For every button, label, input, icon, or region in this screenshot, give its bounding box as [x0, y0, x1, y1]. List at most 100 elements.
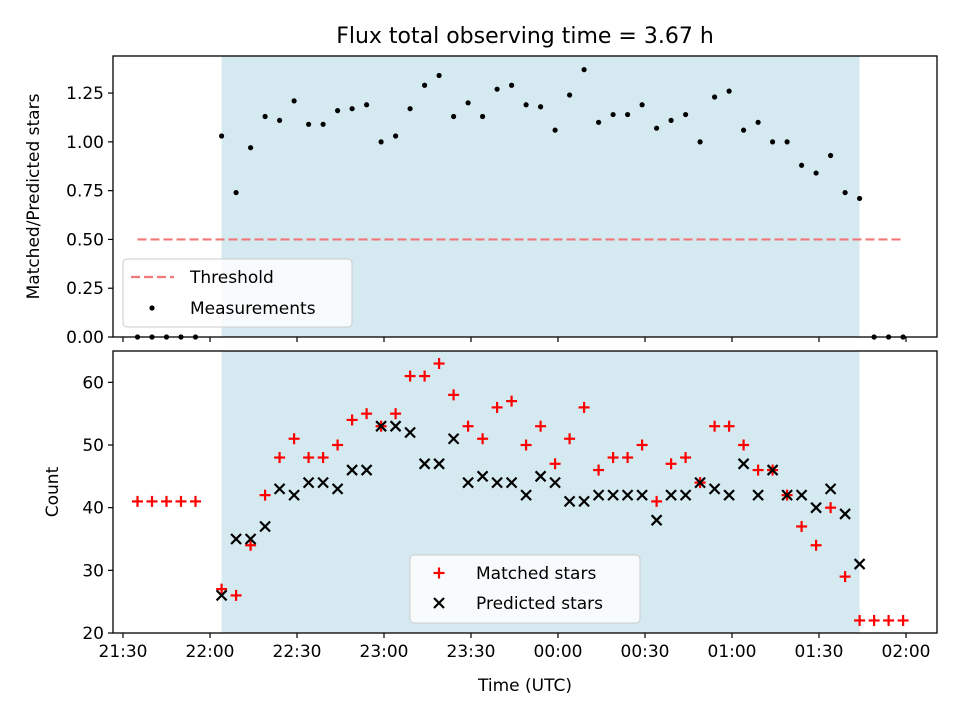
- legend-matched-label: Matched stars: [476, 564, 596, 584]
- predicted-point: [360, 464, 373, 476]
- matched-point: [868, 614, 880, 626]
- predicted-point: [665, 489, 677, 501]
- predicted-point: [404, 426, 416, 439]
- x-tick-label: 01:00: [708, 642, 757, 662]
- matched-point: [607, 452, 619, 464]
- measurement-point: [465, 100, 471, 106]
- predicted-point: [737, 458, 750, 470]
- measurement-point: [306, 121, 312, 127]
- measurement-point: [625, 111, 631, 118]
- measurement-point: [610, 111, 616, 118]
- x-tick-label: 23:30: [447, 642, 496, 662]
- measurement-point: [697, 139, 703, 145]
- predicted-point: [346, 464, 358, 476]
- predicted-point: [636, 489, 648, 501]
- cross-stroke-b: [491, 476, 503, 489]
- cross-stroke-b: [766, 464, 779, 476]
- cross-stroke-b: [621, 489, 634, 501]
- measurement-point: [291, 98, 297, 104]
- predicted-point: [259, 520, 271, 533]
- predicted-point: [418, 458, 431, 470]
- y-tick-label: 40: [82, 499, 104, 519]
- measurement-point: [320, 121, 326, 127]
- y-tick-label: 0.00: [66, 328, 104, 348]
- x-tick-label: 00:00: [534, 642, 583, 662]
- y-axis-label: Matched/Predicted stars: [24, 93, 44, 299]
- cross-stroke-b: [810, 501, 822, 514]
- predicted-point: [375, 420, 387, 432]
- predicted-point: [273, 483, 286, 495]
- y-tick-label: 1.25: [66, 84, 104, 104]
- matched-point: [738, 439, 750, 451]
- predicted-point: [810, 501, 822, 514]
- matched-point: [245, 539, 257, 551]
- ratio-panel: 0.00 0.25 0.50 0.75 1.00 1.25 Matched/Predicte…: [24, 55, 938, 348]
- measurement-point: [349, 106, 355, 112]
- matched-point: [346, 414, 358, 426]
- y-tick-label: 0.25: [66, 279, 104, 299]
- measurement-point: [233, 189, 239, 196]
- predicted-point: [679, 489, 692, 501]
- measurement-point: [755, 119, 761, 125]
- matched-point: [317, 452, 329, 464]
- matched-point: [132, 495, 143, 507]
- x-tick-label: 00:30: [621, 642, 670, 662]
- cross-stroke-b: [853, 558, 866, 570]
- cross-stroke-b: [331, 483, 344, 495]
- measurement-point: [639, 102, 645, 108]
- cross-stroke-b: [317, 476, 329, 489]
- matched-point: [477, 433, 489, 445]
- predicted-point: [215, 589, 228, 602]
- matched-point: [448, 389, 460, 401]
- predicted-point: [244, 533, 257, 545]
- cross-stroke-b: [795, 489, 808, 501]
- axes-frame: [112, 55, 938, 338]
- matched-point: [288, 433, 300, 445]
- matched-point: [390, 408, 402, 420]
- measurement-point: [828, 152, 834, 159]
- predicted-point: [592, 489, 605, 501]
- matched-point: [549, 458, 561, 470]
- measurement-point: [393, 133, 399, 139]
- matched-point: [361, 408, 373, 420]
- matched-point: [161, 495, 172, 507]
- matched-point: [883, 614, 895, 626]
- measurement-point: [842, 189, 848, 196]
- measurement-point: [480, 113, 486, 120]
- predicted-point: [795, 489, 808, 501]
- measurement-point: [364, 102, 370, 108]
- cross-stroke-b: [433, 597, 445, 609]
- y-tick-label: 20: [82, 624, 104, 644]
- measurement-point: [494, 86, 500, 92]
- cross-stroke-b: [215, 589, 228, 602]
- cross-stroke-b: [839, 508, 851, 520]
- cross-stroke-b: [549, 476, 561, 489]
- measurement-point: [668, 117, 674, 123]
- cross-stroke-b: [302, 476, 315, 489]
- measurement-point: [581, 67, 587, 73]
- matched-point: [216, 583, 228, 595]
- cross-stroke-b: [418, 458, 431, 470]
- predicted-point: [491, 476, 503, 489]
- predicted-point: [447, 432, 460, 445]
- predicted-point: [549, 476, 561, 489]
- predicted-point: [752, 489, 764, 501]
- predicted-point: [694, 476, 706, 489]
- measurement-point: [538, 104, 544, 110]
- cross-stroke-b: [360, 464, 373, 476]
- matched-point: [230, 589, 242, 601]
- predicted-point: [824, 483, 837, 495]
- series-measurements: [134, 67, 906, 340]
- predicted-point: [708, 483, 721, 495]
- measurement-point: [407, 106, 413, 112]
- legend-predicted-label: Predicted stars: [476, 594, 603, 614]
- cross-stroke-b: [578, 495, 590, 508]
- measurement-point: [683, 111, 689, 118]
- predicted-point: [781, 489, 793, 501]
- cross-stroke-b: [230, 533, 242, 545]
- matched-point: [593, 464, 605, 476]
- matched-point: [651, 495, 663, 507]
- cross-stroke-b: [723, 489, 735, 501]
- matched-point: [622, 452, 634, 464]
